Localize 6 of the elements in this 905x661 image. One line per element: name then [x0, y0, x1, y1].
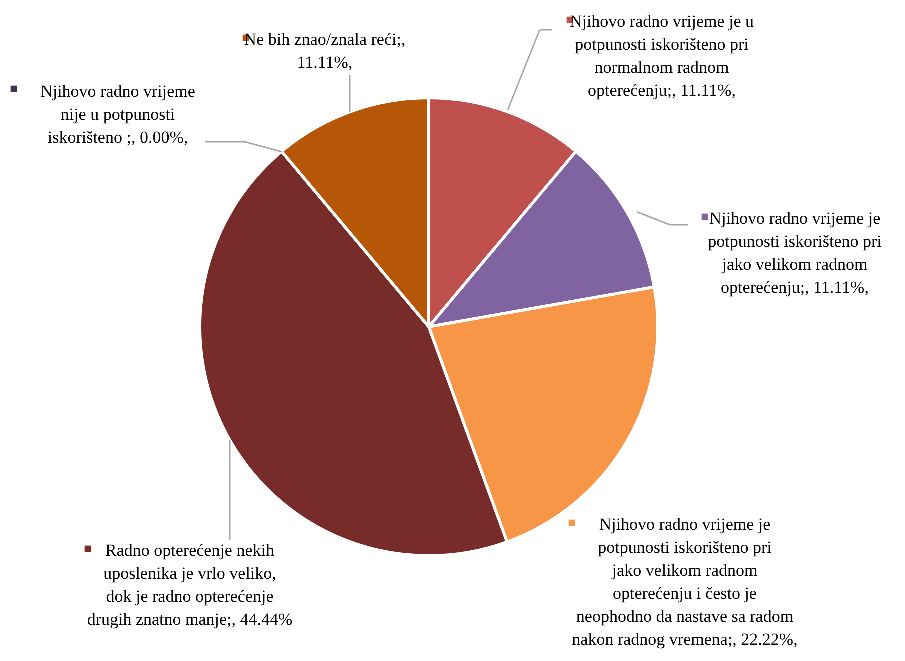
- legend-label: Njihovo radno vrijeme nije u potpunosti iskorišteno ;, 0.00%,: [40, 82, 196, 147]
- legend-label: Radno opterećenje nekih uposlenika je vrlo veliko, dok je radno opterećenje drugih znatno manje;, 44.44%: [87, 541, 293, 629]
- legend-label: Njihovo radno vrijeme je potpunosti iskorišteno pri jako velikom radnom opterećenju i često je neophodno da nastave sa radom nakon radnog vremena;, 22.22%,: [572, 515, 798, 649]
- legend-label: Njihovo radno vrijeme je potpunosti iskorišteno pri jako velikom radnom opterećenju;, 11.11%,: [708, 209, 882, 297]
- legend-label: Ne bih znao/znala reći;, 11.11%,: [244, 30, 406, 72]
- legend-label: Njihovo radno vrijeme je u potpunosti iskorišteno pri normalnom radnom opterećenju;, 11.11%,: [570, 12, 755, 100]
